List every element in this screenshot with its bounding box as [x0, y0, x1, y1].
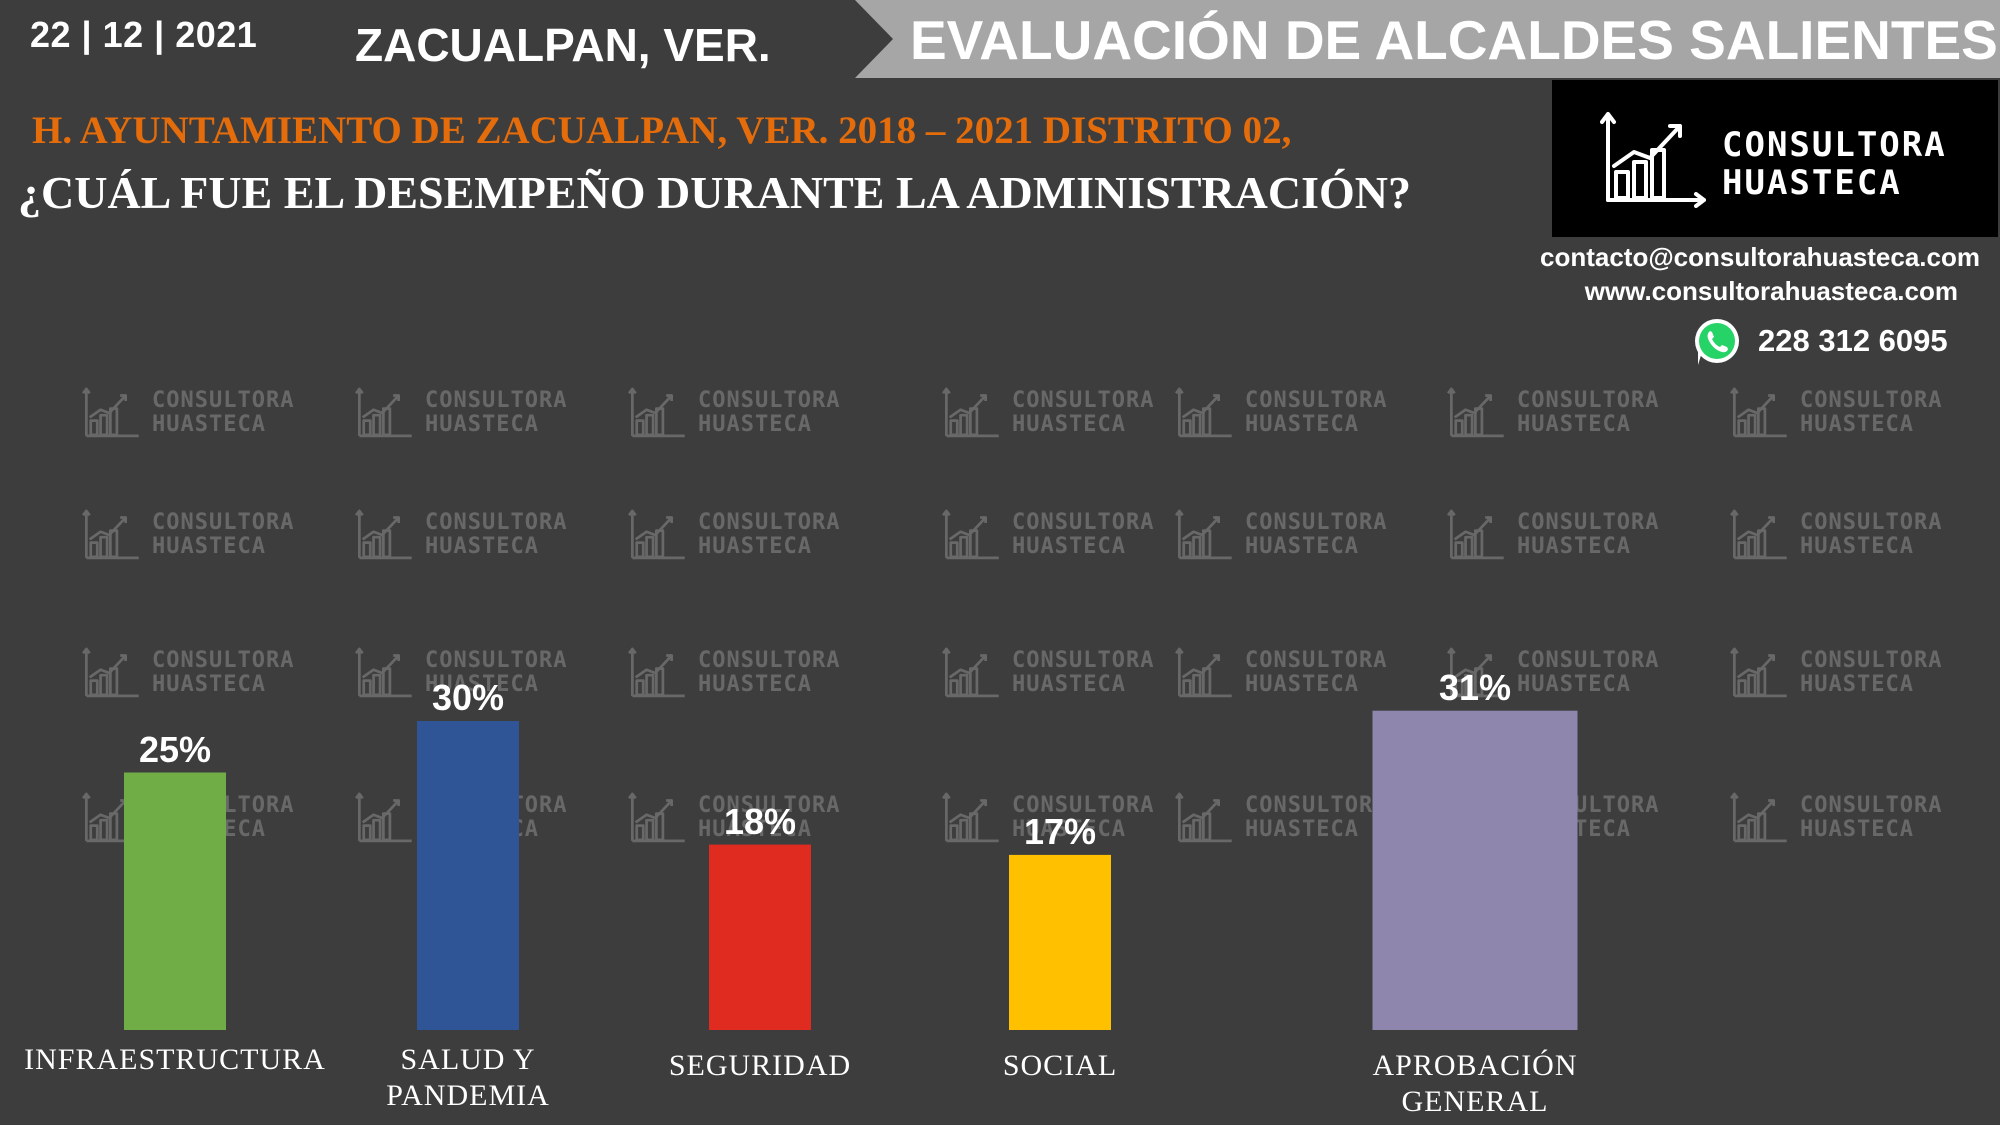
value-label: 30%	[431, 677, 505, 718]
category-label-line: INFRAESTRUCTURA	[24, 1043, 326, 1076]
category-label-line: SOCIAL	[1002, 1049, 1118, 1082]
category-label-line: PANDEMIA	[386, 1079, 550, 1112]
category-label-line: APROBACIÓN	[1372, 1049, 1578, 1082]
bar-1	[124, 772, 226, 1030]
value-label: 18%	[723, 800, 797, 842]
bar-chart-growth-icon	[1600, 112, 1706, 208]
phone-number: 228 312 6095	[1758, 323, 1948, 358]
chart-question: ¿CUÁL FUE EL DESEMPEÑO DURANTE LA ADMINI…	[18, 167, 1411, 218]
value-label: 31%	[1438, 666, 1512, 708]
report-date: 22 | 12 | 2021	[30, 14, 258, 55]
contact-website[interactable]: www.consultorahuasteca.com	[1584, 276, 1958, 306]
logo-line-1: CONSULTORA	[1722, 125, 1947, 165]
banner-title: EVALUACIÓN DE ALCALDES SALIENTES	[910, 9, 1998, 71]
bar-4	[1009, 854, 1111, 1030]
category-label: SALUD Y PANDEMIA	[348, 1042, 588, 1114]
bar-2	[417, 721, 519, 1030]
value-label: 17%	[1023, 810, 1097, 852]
category-label: SEGURIDAD	[640, 1048, 880, 1084]
bar-3	[709, 844, 811, 1030]
title-banner	[855, 0, 2000, 78]
contact-email[interactable]: contacto@consultorahuasteca.com	[1539, 242, 1980, 272]
category-label-line: SEGURIDAD	[668, 1049, 852, 1082]
whatsapp-icon	[1695, 319, 1739, 365]
category-label: SOCIAL	[940, 1048, 1180, 1084]
category-label-line: SALUD Y	[400, 1043, 536, 1076]
category-label: INFRAESTRUCTURA	[5, 1042, 345, 1078]
chart-subtitle: H. AYUNTAMIENTO DE ZACUALPAN, VER. 2018 …	[32, 109, 1292, 152]
logo-text: CONSULTORA HUASTECA	[1722, 126, 1947, 202]
category-label-line: GENERAL	[1401, 1085, 1549, 1118]
bar-5	[1372, 710, 1578, 1030]
location-title: ZACUALPAN, VER.	[355, 19, 771, 71]
logo-line-2: HUASTECA	[1722, 163, 1902, 203]
value-label: 25%	[138, 728, 212, 770]
brand-logo: CONSULTORA HUASTECA	[1552, 80, 1998, 237]
category-label: APROBACIÓN GENERAL	[1345, 1048, 1605, 1120]
